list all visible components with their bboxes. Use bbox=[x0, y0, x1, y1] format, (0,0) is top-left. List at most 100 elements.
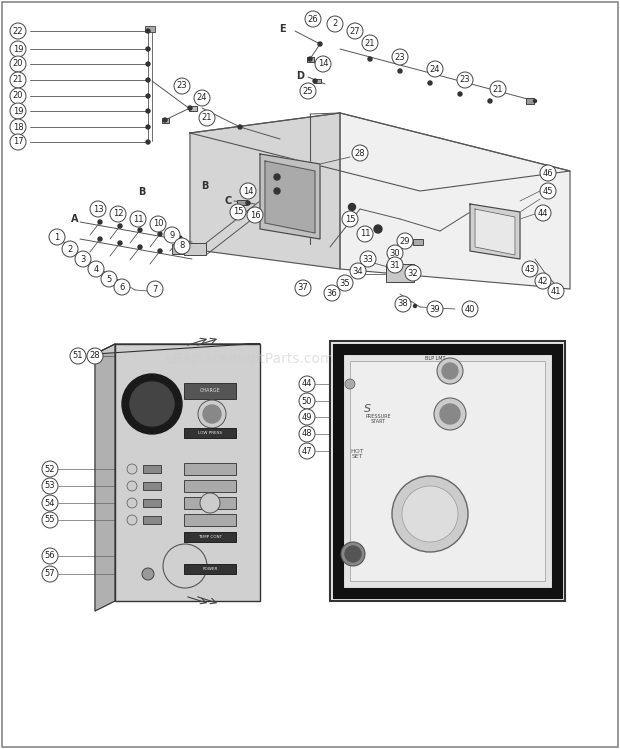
Text: S: S bbox=[365, 404, 371, 414]
Circle shape bbox=[98, 220, 102, 224]
Bar bbox=[184, 514, 236, 526]
Text: 34: 34 bbox=[353, 267, 363, 276]
Text: 16: 16 bbox=[250, 210, 260, 219]
Text: HOT
SET: HOT SET bbox=[350, 449, 364, 459]
Circle shape bbox=[10, 103, 26, 119]
Circle shape bbox=[324, 285, 340, 301]
Circle shape bbox=[535, 205, 551, 221]
Circle shape bbox=[350, 263, 366, 279]
Text: 19: 19 bbox=[13, 44, 24, 53]
Text: 24: 24 bbox=[430, 64, 440, 73]
Circle shape bbox=[535, 273, 551, 289]
Text: TEMP CONT: TEMP CONT bbox=[198, 535, 222, 539]
Text: C: C bbox=[224, 196, 232, 206]
Text: 23: 23 bbox=[395, 52, 405, 61]
Bar bbox=[306, 56, 314, 61]
Circle shape bbox=[387, 245, 403, 261]
Circle shape bbox=[347, 23, 363, 39]
Text: 21: 21 bbox=[13, 76, 24, 85]
Circle shape bbox=[163, 544, 207, 588]
Circle shape bbox=[362, 35, 378, 51]
Circle shape bbox=[49, 229, 65, 245]
Text: 55: 55 bbox=[45, 515, 55, 524]
Circle shape bbox=[374, 225, 382, 233]
Circle shape bbox=[458, 92, 462, 96]
Polygon shape bbox=[470, 204, 520, 259]
Circle shape bbox=[305, 11, 321, 27]
Text: 39: 39 bbox=[430, 305, 440, 314]
Circle shape bbox=[42, 566, 58, 582]
Text: 36: 36 bbox=[327, 288, 337, 297]
Circle shape bbox=[299, 393, 315, 409]
Text: 11: 11 bbox=[133, 214, 143, 223]
Circle shape bbox=[138, 228, 142, 232]
Bar bbox=[143, 499, 161, 507]
Circle shape bbox=[42, 495, 58, 511]
Text: PRESSURE
START: PRESSURE START bbox=[365, 413, 391, 425]
Circle shape bbox=[246, 201, 250, 205]
Circle shape bbox=[163, 118, 167, 122]
Polygon shape bbox=[475, 209, 515, 255]
Circle shape bbox=[127, 464, 137, 474]
Text: 29: 29 bbox=[400, 237, 410, 246]
Circle shape bbox=[98, 237, 102, 241]
Circle shape bbox=[405, 265, 421, 281]
Circle shape bbox=[142, 568, 154, 580]
Text: 7: 7 bbox=[153, 285, 157, 294]
Text: 21: 21 bbox=[202, 114, 212, 123]
Circle shape bbox=[146, 29, 150, 33]
Circle shape bbox=[42, 478, 58, 494]
Text: CHARGE: CHARGE bbox=[200, 389, 220, 393]
Circle shape bbox=[10, 134, 26, 150]
Bar bbox=[184, 497, 236, 509]
Text: 54: 54 bbox=[45, 499, 55, 508]
Bar bbox=[143, 465, 161, 473]
Circle shape bbox=[146, 47, 150, 51]
Circle shape bbox=[348, 204, 355, 210]
Circle shape bbox=[146, 140, 150, 144]
Text: 3: 3 bbox=[81, 255, 86, 264]
Circle shape bbox=[548, 283, 564, 299]
Text: 24: 24 bbox=[197, 94, 207, 103]
Circle shape bbox=[110, 206, 126, 222]
Circle shape bbox=[127, 481, 137, 491]
Circle shape bbox=[490, 81, 506, 97]
Circle shape bbox=[130, 382, 174, 426]
Circle shape bbox=[345, 379, 355, 389]
Bar bbox=[350, 361, 545, 581]
Circle shape bbox=[88, 261, 104, 277]
Circle shape bbox=[540, 165, 556, 181]
Text: 53: 53 bbox=[45, 482, 55, 491]
Circle shape bbox=[395, 296, 411, 312]
Circle shape bbox=[348, 217, 355, 225]
Circle shape bbox=[174, 238, 190, 254]
Circle shape bbox=[101, 271, 117, 287]
Bar bbox=[184, 463, 236, 475]
Circle shape bbox=[398, 69, 402, 73]
Text: 13: 13 bbox=[92, 204, 104, 213]
Text: 1: 1 bbox=[55, 232, 60, 241]
Circle shape bbox=[442, 363, 458, 379]
Text: 15: 15 bbox=[345, 214, 355, 223]
Circle shape bbox=[62, 241, 78, 257]
Bar bbox=[184, 532, 236, 542]
Text: 38: 38 bbox=[397, 300, 409, 309]
Circle shape bbox=[337, 275, 353, 291]
Circle shape bbox=[146, 125, 150, 129]
Circle shape bbox=[10, 41, 26, 57]
Bar bbox=[115, 344, 260, 601]
Text: 21: 21 bbox=[365, 38, 375, 47]
Circle shape bbox=[437, 358, 463, 384]
Polygon shape bbox=[95, 344, 115, 611]
Circle shape bbox=[118, 224, 122, 228]
Circle shape bbox=[299, 376, 315, 392]
Bar bbox=[386, 264, 414, 282]
Circle shape bbox=[308, 57, 312, 61]
Text: 41: 41 bbox=[551, 287, 561, 296]
Circle shape bbox=[368, 57, 372, 61]
Text: 15: 15 bbox=[232, 207, 243, 216]
Text: 4: 4 bbox=[94, 264, 99, 273]
Circle shape bbox=[402, 486, 458, 542]
Text: A: A bbox=[71, 214, 79, 224]
Circle shape bbox=[360, 251, 376, 267]
